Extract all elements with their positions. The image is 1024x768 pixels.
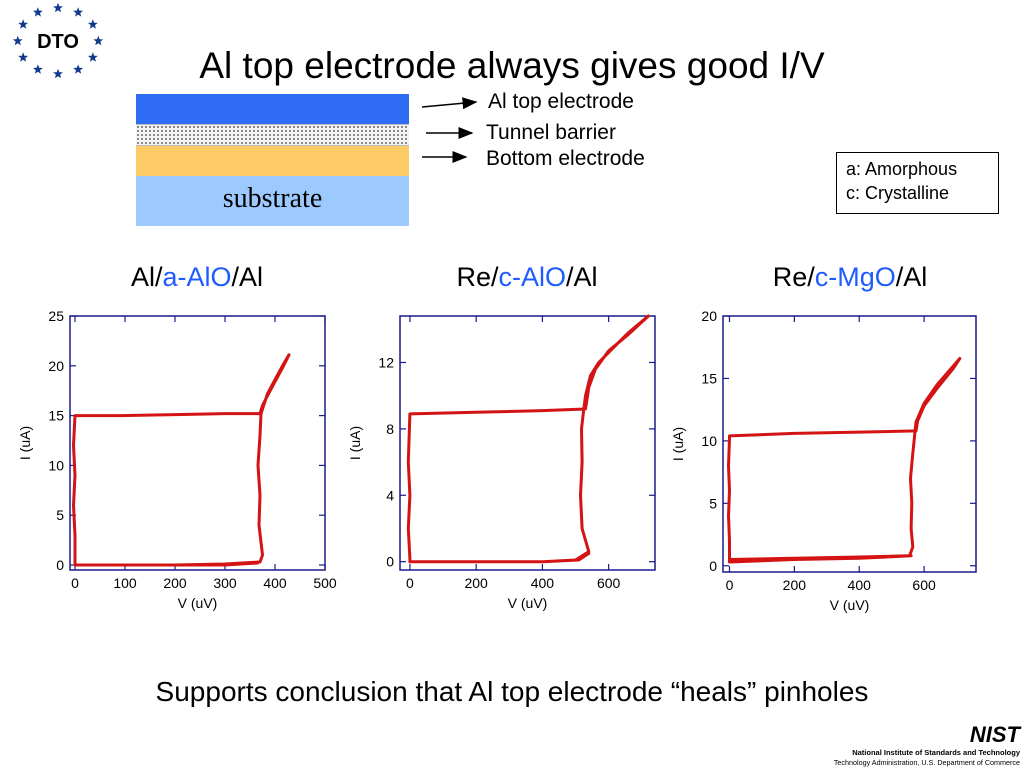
y-tick-label: 12 xyxy=(378,354,394,370)
x-axis-label: V (uV) xyxy=(830,597,870,613)
plot-frame xyxy=(69,315,326,571)
title-barrier: c-MgO xyxy=(814,262,896,292)
x-tick-label: 500 xyxy=(313,575,337,591)
plot-frame xyxy=(399,315,656,571)
y-axis-label: I (uA) xyxy=(347,426,363,460)
y-tick-label: 4 xyxy=(386,487,394,503)
iv-curve xyxy=(727,357,962,564)
al-top-electrode-layer xyxy=(136,94,409,124)
panel-title-3: Re/c-MgO/Al xyxy=(735,260,965,294)
y-tick-label: 5 xyxy=(709,495,717,511)
y-tick-label: 15 xyxy=(48,408,64,424)
conclusion-text: Supports conclusion that Al top electrod… xyxy=(155,676,869,707)
title-part: Re/ xyxy=(456,262,499,292)
y-tick-label: 10 xyxy=(701,433,717,449)
x-tick-label: 200 xyxy=(464,575,488,591)
bottom-electrode-layer xyxy=(136,146,409,176)
legend-amorphous: a: Amorphous xyxy=(846,159,958,179)
nist-logo: NIST National Institute of Standards and… xyxy=(834,722,1022,767)
x-tick-label: 100 xyxy=(113,575,137,591)
star-icon xyxy=(53,2,63,13)
label-bottom-electrode: Bottom electrode xyxy=(486,147,645,170)
title-part: /Al xyxy=(566,262,598,292)
x-tick-label: 400 xyxy=(263,575,287,591)
arrow-icon xyxy=(421,97,478,110)
x-axis-label: V (uV) xyxy=(178,595,218,611)
dto-logo: DTO xyxy=(12,2,104,78)
y-tick-label: 0 xyxy=(709,558,717,574)
star-ring-icon xyxy=(12,2,104,78)
y-tick-label: 15 xyxy=(701,370,717,386)
y-tick-label: 20 xyxy=(48,358,64,374)
iv-curve xyxy=(406,314,650,564)
title-part: /Al xyxy=(231,262,264,292)
star-icon xyxy=(87,52,98,62)
star-icon xyxy=(18,52,29,62)
x-tick-label: 400 xyxy=(848,577,872,593)
star-icon xyxy=(73,64,84,74)
plot-frame xyxy=(722,315,977,573)
y-tick-label: 5 xyxy=(56,507,64,523)
layer-stack-diagram: substrate xyxy=(136,94,409,226)
y-tick-label: 10 xyxy=(48,457,64,473)
title-barrier: c-AlO xyxy=(498,262,567,292)
y-tick-label: 20 xyxy=(701,308,717,324)
x-tick-label: 0 xyxy=(726,577,734,593)
title-barrier: a-AlO xyxy=(162,262,232,292)
slide-title: Al top electrode always gives good I/V xyxy=(199,45,825,86)
legend-crystalline: c: Crystalline xyxy=(846,183,950,203)
iv-curve xyxy=(72,353,291,567)
nist-wordmark: NIST xyxy=(970,722,1022,747)
x-tick-label: 600 xyxy=(597,575,621,591)
nist-line-2: Technology Administration, U.S. Departme… xyxy=(834,758,1020,767)
substrate-layer: substrate xyxy=(136,176,409,226)
y-tick-label: 25 xyxy=(48,308,64,324)
x-tick-label: 400 xyxy=(531,575,555,591)
x-axis-label: V (uV) xyxy=(508,595,548,611)
tunnel-barrier-layer xyxy=(136,124,409,146)
title-part: Re/ xyxy=(772,262,815,292)
y-axis-label: I (uA) xyxy=(670,427,686,461)
label-tunnel-barrier: Tunnel barrier xyxy=(486,121,616,144)
logo-text: DTO xyxy=(37,31,79,53)
star-icon xyxy=(73,7,84,17)
star-icon xyxy=(18,19,29,29)
abbreviation-legend: a: Amorphous c: Crystalline xyxy=(836,152,999,214)
title-part: Al/ xyxy=(130,262,163,292)
y-axis-label: I (uA) xyxy=(17,426,33,460)
layer-arrows xyxy=(421,97,478,163)
panel-title-2: Re/c-AlO/Al xyxy=(412,260,642,294)
panel-title-1: Al/a-AlO/Al xyxy=(82,260,312,294)
y-tick-label: 8 xyxy=(386,421,394,437)
star-icon xyxy=(93,35,104,46)
label-al-top-electrode: Al top electrode xyxy=(488,90,634,113)
x-tick-label: 200 xyxy=(783,577,807,593)
y-tick-label: 0 xyxy=(56,557,64,573)
star-icon xyxy=(32,7,43,17)
title-part: /Al xyxy=(895,262,928,292)
x-tick-label: 200 xyxy=(163,575,187,591)
x-tick-label: 300 xyxy=(213,575,237,591)
x-tick-label: 0 xyxy=(71,575,79,591)
star-icon xyxy=(32,64,43,74)
star-icon xyxy=(87,19,98,29)
iv-plot-al-aalo-al: 0 100 200 300 400 500 0 5 10 15 20 25 V (uV) I (uA) xyxy=(17,308,337,611)
iv-plot-re-cmgo-al: 0 200 400 600 0 5 10 15 20 V (uV) I (uA) xyxy=(670,308,977,613)
x-tick-label: 600 xyxy=(912,577,936,593)
star-icon xyxy=(53,68,63,78)
y-tick-label: 0 xyxy=(386,554,394,570)
nist-line-1: National Institute of Standards and Tech… xyxy=(852,748,1021,757)
star-icon xyxy=(12,35,23,46)
iv-plot-re-calo-al: 0 200 400 600 0 4 8 12 V (uV) I (uA) xyxy=(347,314,656,611)
x-tick-label: 0 xyxy=(406,575,414,591)
